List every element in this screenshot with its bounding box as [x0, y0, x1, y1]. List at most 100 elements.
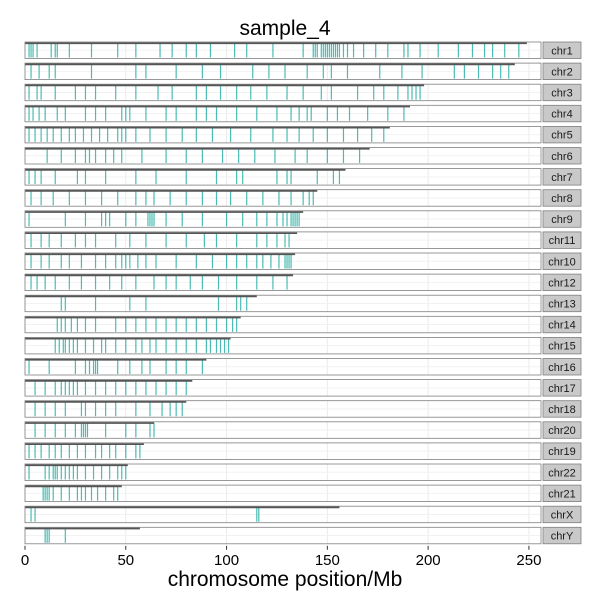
- feature-bar: [268, 64, 270, 79]
- feature-bar: [175, 359, 177, 374]
- feature-bar: [342, 127, 345, 142]
- panel-border: [24, 400, 542, 418]
- feature-bar: [135, 380, 137, 396]
- feature-bar: [125, 422, 127, 438]
- feature-bar: [322, 43, 324, 58]
- feature-bar: [346, 43, 349, 58]
- feature-bar: [129, 232, 131, 248]
- x-tick-label: 0: [21, 552, 29, 569]
- feature-bar: [256, 275, 258, 290]
- feature-bar: [274, 148, 276, 163]
- feature-bar: [50, 43, 52, 58]
- feature-bar: [250, 85, 252, 100]
- feature-bar: [326, 106, 328, 121]
- facet-strip: [542, 484, 582, 503]
- feature-bar: [348, 106, 351, 121]
- feature-bar: [332, 169, 334, 185]
- facet-chr13: chr13: [24, 294, 582, 313]
- feature-bar: [165, 338, 167, 353]
- feature-bar: [185, 43, 187, 58]
- feature-bar: [44, 422, 46, 438]
- feature-bar: [236, 296, 238, 311]
- feature-bar: [137, 254, 139, 269]
- feature-bar: [48, 359, 50, 374]
- panel-border: [24, 526, 542, 545]
- feature-bar: [149, 338, 151, 353]
- feature-bar: [54, 380, 56, 396]
- feature-bar: [48, 64, 50, 79]
- feature-bar: [256, 232, 258, 248]
- feature-bar: [330, 43, 332, 58]
- feature-bar: [46, 528, 48, 543]
- feature-bar: [125, 254, 127, 269]
- feature-bar: [500, 64, 502, 79]
- facet-chr22: chr22: [24, 463, 582, 481]
- facet-strip-label: chr21: [548, 488, 576, 500]
- feature-bar: [373, 85, 375, 100]
- feature-bar: [201, 211, 203, 227]
- feature-bar: [457, 43, 459, 58]
- feature-bar: [38, 106, 40, 121]
- feature-bar: [145, 296, 147, 311]
- feature-bar: [94, 148, 97, 163]
- feature-bar: [371, 127, 373, 142]
- panel-border: [24, 231, 542, 249]
- feature-bar: [320, 43, 322, 58]
- feature-bar: [262, 254, 264, 269]
- feature-bar: [135, 169, 137, 185]
- panel-border: [24, 505, 542, 524]
- feature-bar: [229, 127, 232, 142]
- feature-bar: [60, 148, 62, 163]
- feature-bar: [28, 443, 30, 459]
- feature-bar: [185, 169, 187, 185]
- feature-bar: [322, 64, 324, 79]
- feature-bar: [326, 127, 328, 142]
- feature-bar: [82, 127, 85, 142]
- feature-bar: [80, 254, 83, 269]
- feature-bar: [28, 85, 30, 100]
- feature-bar: [181, 127, 183, 142]
- feature-bar: [201, 359, 203, 374]
- facet-strip: [542, 210, 582, 228]
- feature-bar: [201, 64, 203, 79]
- feature-bar: [312, 190, 314, 206]
- feature-bar: [121, 127, 123, 142]
- feature-bar: [236, 254, 238, 269]
- feature-bar: [421, 64, 423, 79]
- feature-bar: [68, 380, 70, 396]
- feature-bar: [129, 296, 131, 311]
- feature-bar: [109, 211, 111, 227]
- feature-bar: [76, 465, 79, 480]
- feature-bar: [52, 486, 54, 501]
- feature-bar: [117, 465, 119, 480]
- facet-strip: [542, 315, 582, 334]
- facet-chr10: chr10: [24, 252, 582, 270]
- feature-bar: [94, 232, 97, 248]
- feature-bar: [30, 254, 32, 269]
- feature-bar: [113, 486, 115, 501]
- feature-bar: [145, 317, 147, 332]
- feature-bar: [338, 169, 341, 185]
- feature-bar: [96, 359, 99, 374]
- feature-bar: [40, 127, 42, 142]
- feature-bar: [125, 127, 127, 142]
- feature-bar: [284, 232, 286, 248]
- feature-bar: [28, 359, 30, 374]
- facet-strip: [542, 421, 582, 439]
- facet-strip-label: chr15: [548, 341, 576, 353]
- panel-border: [24, 168, 542, 186]
- feature-bar: [463, 64, 466, 79]
- facet-strip: [542, 526, 582, 545]
- feature-bar: [324, 43, 326, 58]
- feature-bar: [195, 85, 197, 100]
- feature-bar: [272, 275, 274, 290]
- feature-bar: [314, 43, 316, 58]
- feature-bar: [76, 338, 79, 353]
- feature-bar: [125, 106, 127, 121]
- feature-bar: [105, 169, 107, 185]
- feature-bar: [153, 422, 155, 438]
- feature-bar: [60, 296, 62, 311]
- feature-bar: [64, 211, 66, 227]
- feature-bar: [290, 211, 292, 227]
- feature-bar: [419, 85, 421, 100]
